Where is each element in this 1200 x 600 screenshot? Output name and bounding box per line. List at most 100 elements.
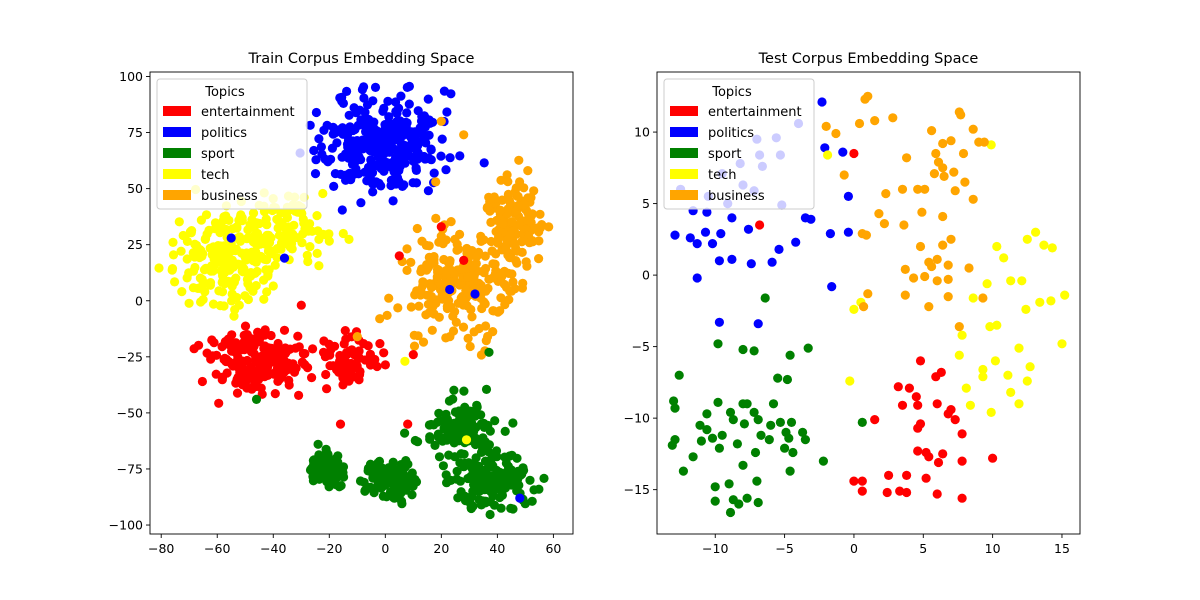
point-entertainment [320,352,330,362]
y-tick-label: −25 [117,349,143,364]
point-business [409,330,419,340]
point-tech [248,208,259,218]
point-business [537,220,547,230]
point-sport [669,396,679,406]
legend-label-business: business [708,189,765,204]
point-business [931,148,941,159]
point-entertainment [913,423,923,433]
point-business [938,163,948,173]
point-politics [395,116,405,126]
point-business [519,183,529,193]
point-politics [367,178,377,188]
point-tech [1039,240,1049,250]
point-sport [392,489,402,499]
point-tech [978,364,988,375]
point-entertainment [342,349,352,360]
point-politics [351,108,361,118]
point-business [909,273,919,283]
point-politics [700,227,711,237]
point-business [861,230,872,240]
point-business [441,268,451,278]
point-sport [506,465,516,475]
point-tech [218,271,228,281]
point-business [429,254,439,265]
point-business [505,230,515,240]
point-sport [442,435,452,445]
point-politics [685,233,695,243]
point-politics [446,89,456,99]
x-tick-label: 20 [433,541,449,556]
x-tick-label: 40 [489,541,505,556]
point-politics [394,147,404,157]
point-tech [303,256,313,267]
point-entertainment [252,368,262,378]
point-business [469,327,479,337]
point-sport [766,420,776,430]
point-entertainment [202,348,212,358]
point-tech [1046,296,1056,306]
point-business [524,238,535,248]
point-entertainment [904,383,915,393]
point-sport [696,436,707,446]
point-tech [312,248,322,258]
point-business [927,261,937,272]
point-entertainment [913,400,923,410]
point-business [435,279,445,289]
point-tech [986,140,996,150]
point-sport [371,471,381,481]
point-tech [188,283,198,293]
point-tech [992,320,1002,330]
point-tech [180,231,190,241]
point-politics [409,153,419,163]
point-sport [454,436,464,446]
point-business [406,257,416,267]
point-business [463,272,473,282]
point-business [384,293,394,303]
point-tech [318,188,328,199]
point-business [938,138,948,149]
point-business [954,322,964,332]
point-politics [350,124,360,135]
point-politics [437,134,447,144]
point-sport [670,403,680,413]
point-sport [738,460,748,470]
point-business [414,301,424,311]
point-business [499,279,509,289]
point-business [888,113,898,123]
point-business [463,333,473,343]
point-business [870,116,880,126]
point-politics [383,96,393,106]
point-business [451,317,461,327]
point-sport [732,439,743,449]
point-tech [200,287,210,297]
point-business [445,256,455,266]
point-business [416,267,426,277]
legend-swatch-business [163,190,191,200]
point-business [938,240,948,250]
point-tech [978,372,988,382]
point-sport [803,343,813,353]
point-tech [200,234,210,244]
point-entertainment [902,487,912,498]
point-business [535,209,545,219]
point-tech [199,265,210,275]
point-entertainment [363,341,373,351]
point-entertainment [298,349,308,359]
point-tech [849,304,859,314]
point-tech [968,293,978,303]
point-entertainment [296,300,306,310]
point-sport [426,419,436,430]
point-business [496,268,506,278]
point-politics [370,82,381,92]
legend-swatch-sport [670,148,698,158]
point-tech [227,289,237,299]
point-business [493,235,503,245]
point-tech [266,233,276,243]
legend-label-politics: politics [201,126,247,141]
point-sport [325,458,335,468]
point-business [456,264,466,274]
y-tick-label: 50 [127,181,143,196]
point-politics [365,139,375,149]
point-sport [448,394,458,404]
point-politics [753,319,763,329]
